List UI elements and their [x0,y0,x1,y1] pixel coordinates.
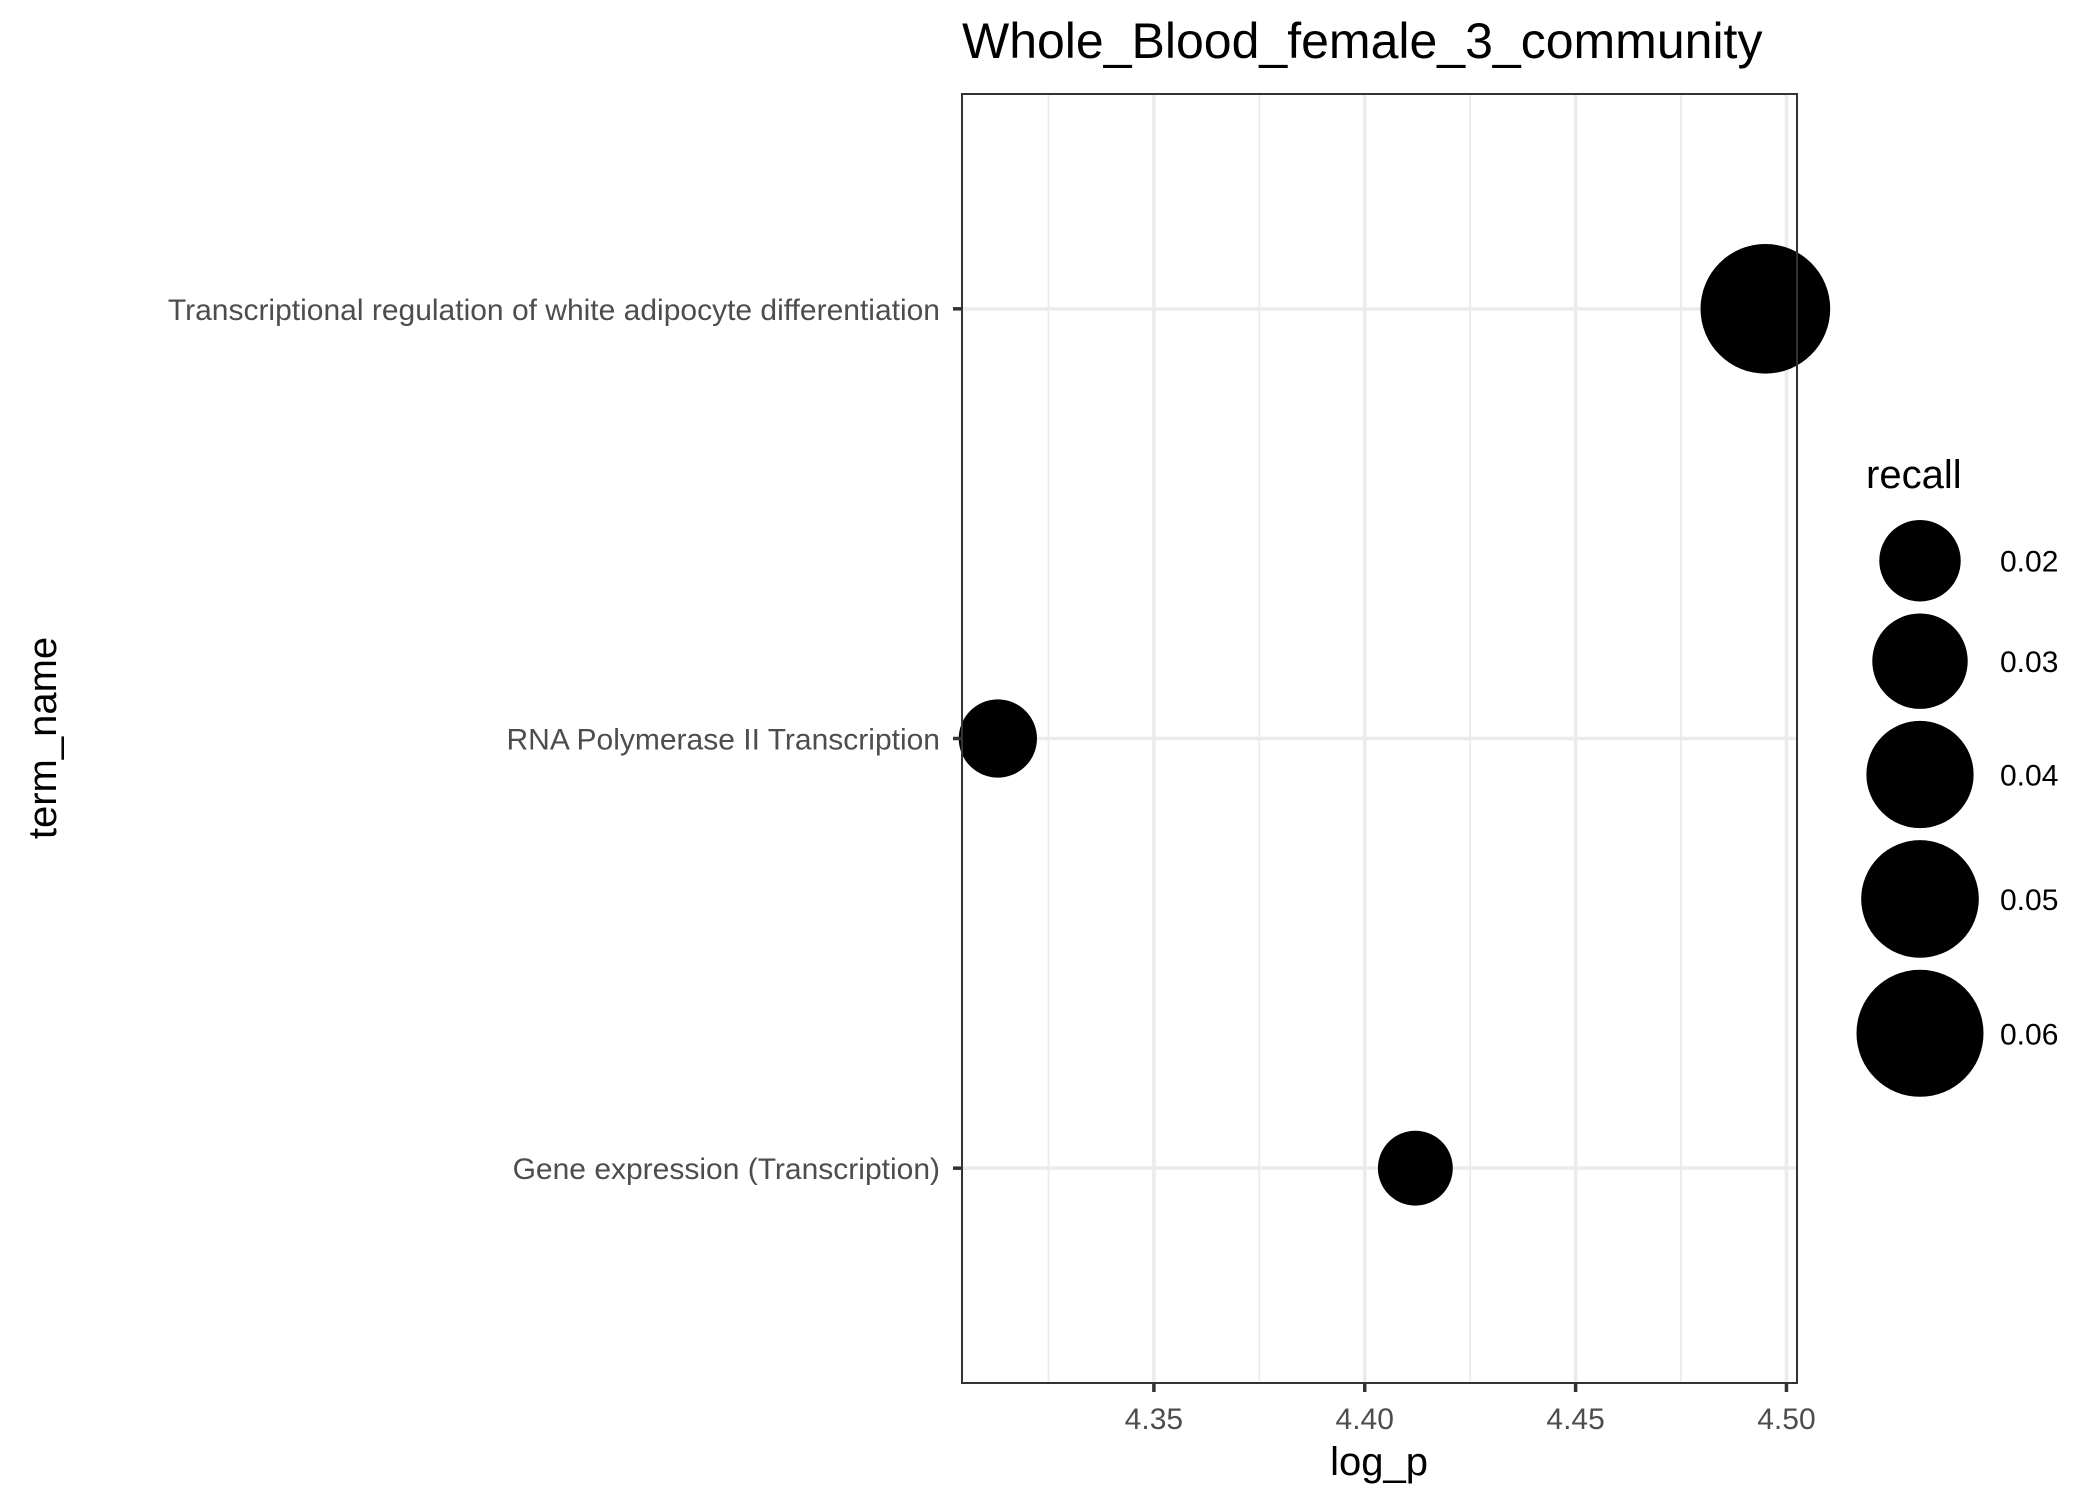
x-tick-label: 4.50 [1757,1403,1815,1436]
legend-title: recall [1866,453,1962,497]
legend-key-circle [1866,720,1974,829]
legend-key-label: 0.03 [2000,646,2058,679]
x-axis-title: log_p [1330,1440,1428,1484]
legend-key-label: 0.02 [2000,546,2058,579]
x-tick-label: 4.40 [1336,1403,1394,1436]
chart-title: Whole_Blood_female_3_community [962,13,1762,69]
y-axis-title: term_name [21,637,65,839]
y-tick-label: RNA Polymerase II Transcription [507,724,941,757]
data-point [958,699,1037,778]
plot-panel [958,93,1831,1384]
y-tick-label: Gene expression (Transcription) [513,1153,940,1186]
legend-key-circle [1879,520,1961,602]
y-tick-label: Transcriptional regulation of white adip… [168,294,940,327]
x-axis: 4.35 4.40 4.45 4.50 [1125,1383,1816,1436]
data-point [1377,1130,1453,1206]
legend-key-label: 0.06 [2000,1018,2058,1051]
legend-key-label: 0.04 [2000,760,2058,793]
x-tick-label: 4.35 [1125,1403,1183,1436]
legend-key-circle [1861,840,1979,958]
size-legend: recall 0.02 0.03 0.04 0.05 0.06 [1856,453,2058,1097]
legend-key-circle [1856,969,1984,1097]
legend-key-label: 0.05 [2000,884,2058,917]
x-tick-label: 4.45 [1546,1403,1604,1436]
data-point [1700,243,1831,374]
legend-key-circle [1872,613,1968,709]
legend-keys: 0.02 0.03 0.04 0.05 0.06 [1856,520,2058,1097]
y-axis: Transcriptional regulation of white adip… [168,294,962,1186]
